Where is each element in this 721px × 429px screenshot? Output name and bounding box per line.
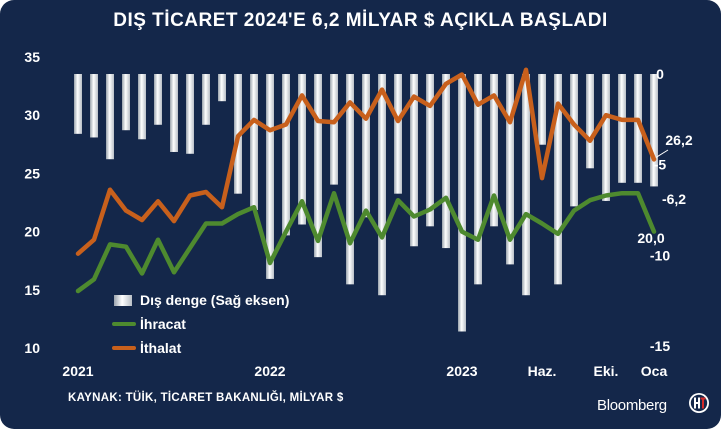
- balance-bar: [266, 74, 274, 279]
- balance-bar: [282, 74, 290, 236]
- legend-label-export: İhracat: [140, 316, 186, 332]
- data-label: 26,2: [665, 132, 692, 148]
- bloomberg-logo: Bloomberg: [597, 397, 667, 414]
- ht-logo-icon: [689, 393, 709, 413]
- right-tick-label: -5: [654, 157, 667, 173]
- legend-item-balance: Dış denge (Sağ eksen): [110, 288, 289, 312]
- right-tick-label: -10: [650, 247, 670, 263]
- balance-bar: [554, 74, 562, 285]
- data-label: -6,2: [662, 191, 686, 207]
- x-tick-label: 2021: [62, 363, 93, 379]
- balance-bar: [362, 74, 370, 218]
- balance-bar: [218, 74, 226, 102]
- balance-bar: [586, 74, 594, 169]
- balance-bar: [618, 74, 626, 183]
- balance-bar: [346, 74, 354, 285]
- balance-bar: [186, 74, 194, 154]
- source-note: KAYNAK: TÜİK, TİCARET BAKANLIĞI, MİLYAR …: [68, 392, 344, 404]
- balance-bar: [410, 74, 418, 247]
- balance-bar: [474, 74, 482, 285]
- balance-bar: [602, 74, 610, 201]
- balance-bar: [570, 74, 578, 207]
- left-tick-label: 35: [24, 49, 40, 65]
- balance-bar: [442, 74, 450, 249]
- balance-bar: [634, 74, 642, 183]
- right-tick-label: 0: [656, 66, 664, 82]
- legend-label-balance: Dış denge (Sağ eksen): [140, 292, 290, 308]
- balance-bar: [170, 74, 178, 152]
- chart-title: DIŞ TİCARET 2024'E 6,2 MİLYAR $ AÇIKLA B…: [113, 10, 608, 31]
- data-label: 20,0: [637, 230, 664, 246]
- export-line: [75, 190, 657, 294]
- x-tick-label: Oca: [641, 363, 668, 379]
- legend-import-swatch: [112, 346, 136, 350]
- x-tick-label: Eki.: [594, 363, 619, 379]
- x-tick-label: 2023: [446, 363, 477, 379]
- balance-bar: [90, 74, 98, 138]
- left-tick-label: 30: [24, 107, 40, 123]
- balance-bar: [378, 74, 386, 296]
- balance-bar: [650, 74, 658, 187]
- left-tick-label: 15: [24, 282, 40, 298]
- balance-bar: [522, 74, 530, 296]
- balance-bar: [250, 74, 258, 210]
- balance-bar: [106, 74, 114, 160]
- annotations: 26,2 -6,2 20,0: [637, 132, 692, 246]
- axis-ticks: 10 15 20 25 30 35 -15 -10 -5 0 2021 2022 2023 Haz. Eki…: [24, 49, 670, 379]
- left-tick-label: 10: [24, 340, 40, 356]
- balance-bar: [330, 74, 338, 185]
- balance-bar: [490, 74, 498, 227]
- legend-export-swatch: [112, 322, 136, 326]
- balance-bar: [394, 74, 402, 194]
- label-connector: [655, 149, 669, 158]
- legend-item-import: İthalat: [110, 336, 289, 360]
- balance-bar: [538, 74, 546, 145]
- legend-item-export: İhracat: [110, 312, 289, 336]
- legend-bar-swatch: [114, 295, 132, 306]
- balance-bar: [298, 74, 306, 225]
- balance-bar: [154, 74, 162, 125]
- series-lines: [75, 67, 657, 294]
- import-line: [75, 67, 657, 256]
- balance-bar: [74, 74, 82, 134]
- balance-bar: [506, 74, 514, 265]
- x-tick-label: 2022: [254, 363, 285, 379]
- balance-bar: [138, 74, 146, 140]
- left-tick-label: 25: [24, 165, 40, 181]
- balance-bar: [122, 74, 130, 131]
- balance-bar: [314, 74, 322, 258]
- balance-bar: [458, 74, 466, 332]
- left-tick-label: 20: [24, 224, 40, 240]
- balance-bar: [426, 74, 434, 227]
- x-tick-label: Haz.: [528, 363, 557, 379]
- balance-bars: [74, 74, 658, 332]
- right-tick-label: -15: [650, 338, 670, 354]
- legend: Dış denge (Sağ eksen) İhracat İthalat: [110, 288, 289, 360]
- legend-label-import: İthalat: [140, 340, 182, 356]
- balance-bar: [202, 74, 210, 125]
